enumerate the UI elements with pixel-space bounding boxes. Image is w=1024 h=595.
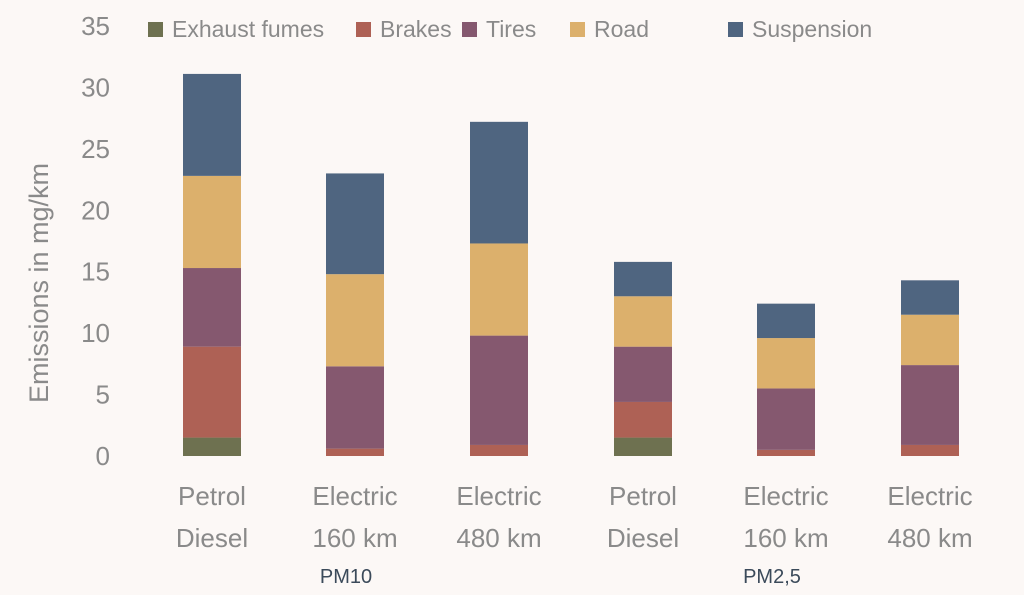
bar-segment-road	[326, 274, 384, 367]
y-tick-label: 5	[96, 380, 110, 410]
legend-item: Tires	[462, 16, 536, 42]
bars	[183, 73, 959, 456]
legend-swatch	[356, 22, 371, 37]
bar-segment-exhaust-fumes	[183, 437, 241, 456]
bar-segment-road	[470, 243, 528, 336]
x-tick-label: Petrol	[609, 481, 677, 511]
bar-segment-brakes	[757, 449, 815, 456]
bar-segment-tires	[470, 335, 528, 445]
bar-segment-tires	[901, 365, 959, 445]
legend-label: Exhaust fumes	[172, 16, 324, 42]
bar-segment-brakes	[183, 346, 241, 438]
legend: Exhaust fumes Brakes Tires Road Suspension	[148, 16, 872, 42]
bar-segment-suspension	[901, 280, 959, 315]
y-tick-label: 25	[81, 134, 110, 164]
x-tick-label: Electric	[456, 481, 541, 511]
x-tick-label: 160 km	[743, 523, 828, 553]
bar-segment-brakes	[326, 448, 384, 456]
bar-segment-road	[757, 338, 815, 389]
legend-label: Suspension	[752, 16, 872, 42]
x-tick-label: Diesel	[176, 523, 248, 553]
bar-segment-road	[183, 175, 241, 269]
legend-label: Tires	[486, 16, 536, 42]
bar-segment-brakes	[614, 401, 672, 438]
legend-swatch	[728, 22, 743, 37]
bar-segment-road	[901, 314, 959, 366]
x-axis-labels: Petrol Diesel Electric 160 km Electric 480 km…	[176, 481, 973, 553]
y-tick-label: 0	[96, 441, 110, 471]
x-tick-label: Electric	[312, 481, 397, 511]
bar-segment-suspension	[183, 73, 241, 176]
group-label: PM2,5	[743, 566, 801, 588]
y-tick-label: 20	[81, 195, 110, 225]
legend-item: Exhaust fumes	[148, 16, 324, 42]
y-tick-label: 10	[81, 318, 110, 348]
x-tick-label: 480 km	[456, 523, 541, 553]
bar-segment-suspension	[757, 303, 815, 339]
bar-segment-tires	[614, 346, 672, 402]
bar-segment-brakes	[901, 444, 959, 456]
x-tick-label: Electric	[887, 481, 972, 511]
x-tick-label: Petrol	[178, 481, 246, 511]
legend-item: Brakes	[356, 16, 452, 42]
y-tick-label: 15	[81, 257, 110, 287]
x-tick-label: Diesel	[607, 523, 679, 553]
x-tick-label: Electric	[743, 481, 828, 511]
y-tick-label: 30	[81, 72, 110, 102]
y-axis-label: Emissions in mg/km	[24, 163, 54, 403]
bar-segment-road	[614, 296, 672, 347]
y-tick-label: 35	[81, 11, 110, 41]
x-tick-label: 480 km	[887, 523, 972, 553]
legend-label: Road	[594, 16, 649, 42]
bar-segment-suspension	[470, 121, 528, 244]
legend-swatch	[570, 22, 585, 37]
y-axis-ticks: 0 5 10 15 20 25 30 35	[81, 11, 110, 471]
x-tick-label: 160 km	[312, 523, 397, 553]
bar-segment-suspension	[614, 261, 672, 297]
legend-swatch	[148, 22, 163, 37]
bar-segment-tires	[183, 268, 241, 347]
group-label: PM10	[320, 566, 372, 588]
legend-item: Road	[570, 16, 649, 42]
legend-label: Brakes	[380, 16, 452, 42]
bar-segment-tires	[757, 388, 815, 450]
bar-segment-brakes	[470, 444, 528, 456]
bar-segment-suspension	[326, 173, 384, 275]
group-labels: PM10 PM2,5	[320, 566, 801, 588]
bar-segment-tires	[326, 366, 384, 449]
bar-segment-exhaust-fumes	[614, 437, 672, 456]
legend-swatch	[462, 22, 477, 37]
legend-item: Suspension	[728, 16, 872, 42]
